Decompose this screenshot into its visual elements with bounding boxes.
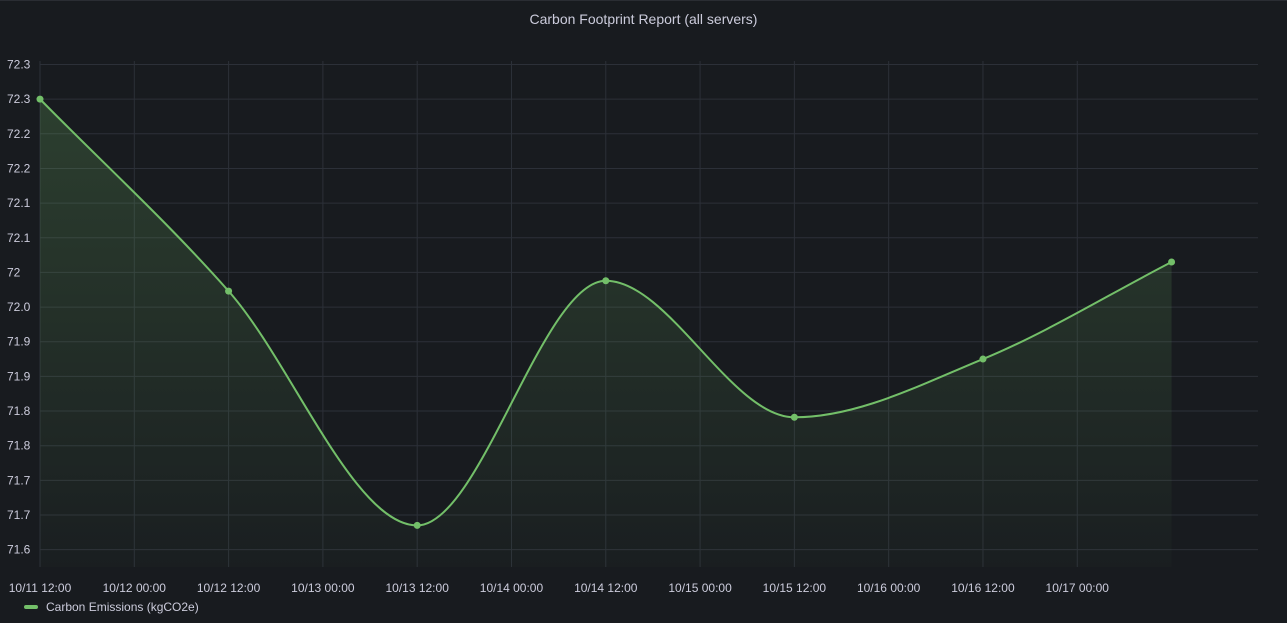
x-tick-label: 10/12 00:00 <box>103 581 167 595</box>
legend-label[interactable]: Carbon Emissions (kgCO2e) <box>46 600 199 614</box>
series-area-fill <box>40 99 1172 567</box>
y-tick-label: 72.3 <box>7 92 31 106</box>
y-tick-label: 72.1 <box>7 196 31 210</box>
y-tick-label: 72.2 <box>7 127 31 141</box>
legend: Carbon Emissions (kgCO2e) <box>24 600 199 614</box>
x-tick-label: 10/11 12:00 <box>9 581 72 595</box>
x-tick-label: 10/15 12:00 <box>763 581 827 595</box>
data-point[interactable] <box>602 277 610 285</box>
y-tick-label: 71.8 <box>7 404 31 418</box>
y-tick-label: 71.8 <box>7 439 31 453</box>
y-tick-label: 72.3 <box>7 57 31 71</box>
y-tick-label: 72.0 <box>7 300 31 314</box>
data-point[interactable] <box>413 521 421 529</box>
panel-title[interactable]: Carbon Footprint Report (all servers) <box>529 11 758 27</box>
y-tick-label: 71.6 <box>7 543 31 557</box>
data-point[interactable] <box>225 287 233 295</box>
data-point[interactable] <box>36 95 44 103</box>
x-tick-label: 10/17 00:00 <box>1046 581 1110 595</box>
y-tick-label: 71.9 <box>7 369 31 383</box>
legend-swatch[interactable] <box>24 605 38 609</box>
y-tick-label: 72.1 <box>7 231 31 245</box>
y-tick-label: 72.2 <box>7 161 31 175</box>
x-tick-label: 10/12 12:00 <box>197 581 261 595</box>
x-tick-label: 10/13 12:00 <box>385 581 449 595</box>
x-tick-label: 10/14 00:00 <box>480 581 544 595</box>
y-tick-label: 71.9 <box>7 335 31 349</box>
y-tick-label: 71.7 <box>7 508 31 522</box>
data-point[interactable] <box>790 413 798 421</box>
x-tick-label: 10/15 00:00 <box>668 581 732 595</box>
x-tick-label: 10/16 00:00 <box>857 581 921 595</box>
y-tick-label: 71.7 <box>7 473 31 487</box>
data-point[interactable] <box>979 355 987 363</box>
x-tick-label: 10/16 12:00 <box>951 581 1015 595</box>
x-tick-label: 10/13 00:00 <box>291 581 355 595</box>
y-tick-label: 72 <box>7 265 21 279</box>
x-tick-label: 10/14 12:00 <box>574 581 638 595</box>
data-point[interactable] <box>1168 258 1176 266</box>
